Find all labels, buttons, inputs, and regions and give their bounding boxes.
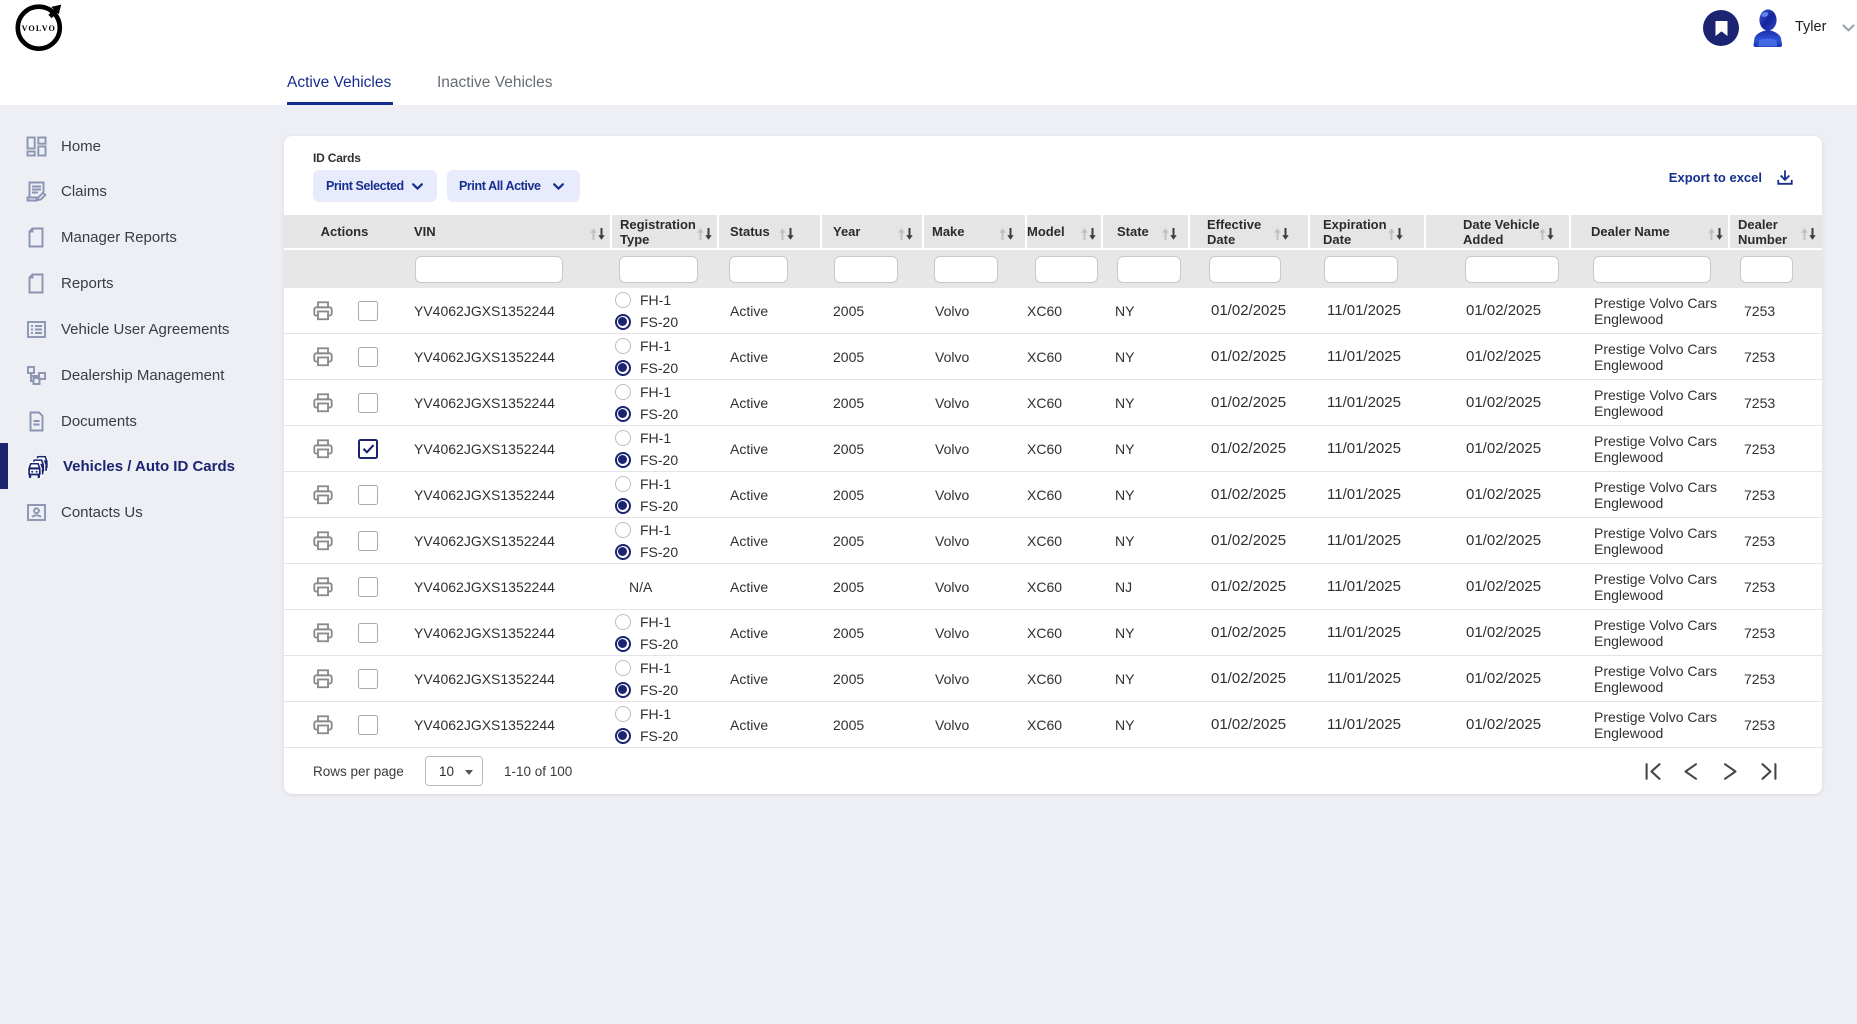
svg-text:VOLVO: VOLVO [22, 24, 56, 33]
